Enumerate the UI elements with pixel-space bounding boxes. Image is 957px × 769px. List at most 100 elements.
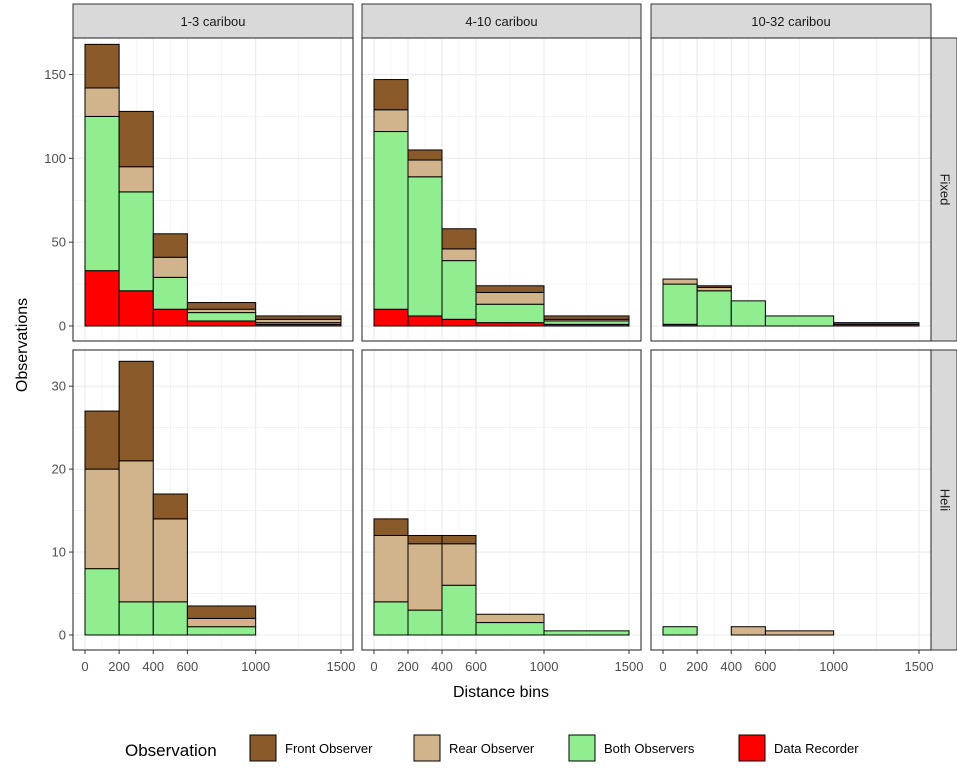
panel-background [651, 350, 931, 650]
bar-segment-data-recorder [118, 290, 154, 327]
y-tick-label: 30 [52, 379, 66, 394]
legend-key [568, 734, 596, 762]
panel-border [361, 37, 642, 342]
bar-segment-both-observers [373, 601, 409, 636]
bar-segment-rear-observer [152, 256, 188, 278]
bar-segment-rear-observer [441, 248, 477, 262]
strip-background [930, 37, 957, 342]
bar-segment-rear-observer [764, 630, 835, 636]
x-tick-label: 200 [397, 659, 419, 674]
bar-segment-both-observers [543, 630, 630, 636]
bar-segment-front-observer [186, 605, 257, 619]
bar-segment-front-observer [118, 360, 154, 462]
x-tick-label: 600 [177, 659, 199, 674]
bar-segment-both-observers [730, 300, 766, 327]
x-tick-label: 0 [370, 659, 377, 674]
facet-panel: 0 200 400 600 1000 1500 [650, 349, 934, 674]
bar-segment-front-observer [696, 285, 732, 288]
bar-segment-rear-observer [730, 626, 766, 636]
bar-segment-data-recorder [407, 315, 443, 327]
legend-item: Data Recorder [738, 734, 859, 762]
x-tick-label: 200 [686, 659, 708, 674]
bar-segment-both-observers [373, 131, 409, 310]
bar-segment-both-observers [764, 315, 835, 327]
bar-segment-front-observer [84, 410, 120, 470]
bar-segment-front-observer [255, 315, 342, 320]
legend-item: Rear Observer [413, 734, 535, 762]
facet-panel: 0 200 400 600 1000 1500 [361, 349, 644, 674]
bar-segment-rear-observer [186, 308, 257, 314]
x-tick-label: 1000 [241, 659, 270, 674]
legend-key [413, 734, 441, 762]
strip-background [72, 3, 354, 39]
legend: Observation Front Observer Rear Observer B… [125, 734, 859, 762]
panel-border [361, 349, 642, 651]
strip-label: Heli [938, 489, 953, 512]
facet-panel: 0 10 20 30 0 200 400 600 1000 1500 [52, 349, 356, 674]
x-tick-label: 200 [108, 659, 130, 674]
y-axis-title: Observations [14, 298, 31, 392]
bar-segment-both-observers [441, 260, 477, 320]
bar-segment-front-observer [407, 534, 443, 545]
bar-segment-both-observers [84, 115, 120, 272]
x-tick-label: 0 [81, 659, 88, 674]
bar-segment-rear-observer [255, 318, 342, 324]
bar-segment-front-observer [441, 534, 477, 545]
bar-segment-rear-observer [373, 109, 409, 133]
bar-segment-rear-observer [152, 518, 188, 603]
bar-segment-rear-observer [118, 166, 154, 193]
y-tick-label: 0 [59, 319, 66, 334]
facet-panel [361, 37, 642, 342]
panel-border [72, 37, 354, 342]
y-tick-label: 100 [44, 151, 66, 166]
y-tick-label: 150 [44, 67, 66, 82]
panel-border [650, 349, 932, 651]
legend-item: Both Observers [568, 734, 695, 762]
facet-panel: 0 50 100 150 [44, 37, 354, 342]
bar-segment-both-observers [152, 601, 188, 636]
x-tick-label: 1500 [615, 659, 644, 674]
x-axis-title: Distance bins [453, 684, 549, 701]
bar-segment-both-observers [543, 320, 630, 325]
bar-segment-data-recorder [186, 320, 257, 327]
bar-segment-both-observers [662, 283, 698, 325]
legend-item: Front Observer [249, 734, 373, 762]
bar-segment-front-observer [373, 79, 409, 111]
bar-segment-front-observer [152, 493, 188, 520]
strip-label: 10-32 caribou [751, 14, 831, 29]
bar-segment-rear-observer [84, 87, 120, 117]
legend-label: Data Recorder [774, 741, 859, 756]
bar-segment-both-observers [84, 568, 120, 636]
y-tick-label: 10 [52, 545, 66, 560]
x-tick-label: 1500 [327, 659, 356, 674]
bar-segment-both-observers [662, 626, 698, 636]
facet-strip-row: Heli [930, 349, 957, 651]
bar-segment-rear-observer [662, 278, 698, 285]
bar-segment-front-observer [441, 228, 477, 250]
legend-label: Rear Observer [449, 741, 535, 756]
bar-segment-rear-observer [118, 460, 154, 603]
panel-border [72, 349, 354, 651]
bar-segment-data-recorder [441, 318, 477, 327]
legend-key [738, 734, 766, 762]
bar-segment-both-observers [186, 626, 257, 636]
x-tick-label: 1500 [905, 659, 934, 674]
facet-strip-col: 1-3 caribou [72, 3, 354, 39]
bar-segment-rear-observer [407, 159, 443, 178]
bar-segment-both-observers [407, 176, 443, 317]
x-tick-label: 400 [720, 659, 742, 674]
x-tick-label: 1000 [819, 659, 848, 674]
bar-segment-rear-observer [373, 534, 409, 603]
bar-segment-rear-observer [186, 617, 257, 628]
bar-segment-front-observer [475, 285, 545, 293]
bar-segment-front-observer [152, 233, 188, 258]
bar-segment-front-observer [543, 315, 630, 320]
bar-segment-front-observer [407, 149, 443, 161]
bar-segment-both-observers [475, 622, 545, 636]
y-tick-label: 20 [52, 462, 66, 477]
bar-segment-both-observers [696, 290, 732, 327]
bar-segment-front-observer [84, 43, 120, 89]
strip-label: 1-3 caribou [180, 14, 245, 29]
legend-title: Observation [125, 741, 217, 760]
